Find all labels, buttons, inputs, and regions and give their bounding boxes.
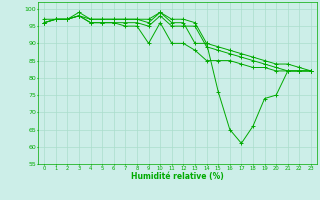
X-axis label: Humidité relative (%): Humidité relative (%) — [131, 172, 224, 181]
